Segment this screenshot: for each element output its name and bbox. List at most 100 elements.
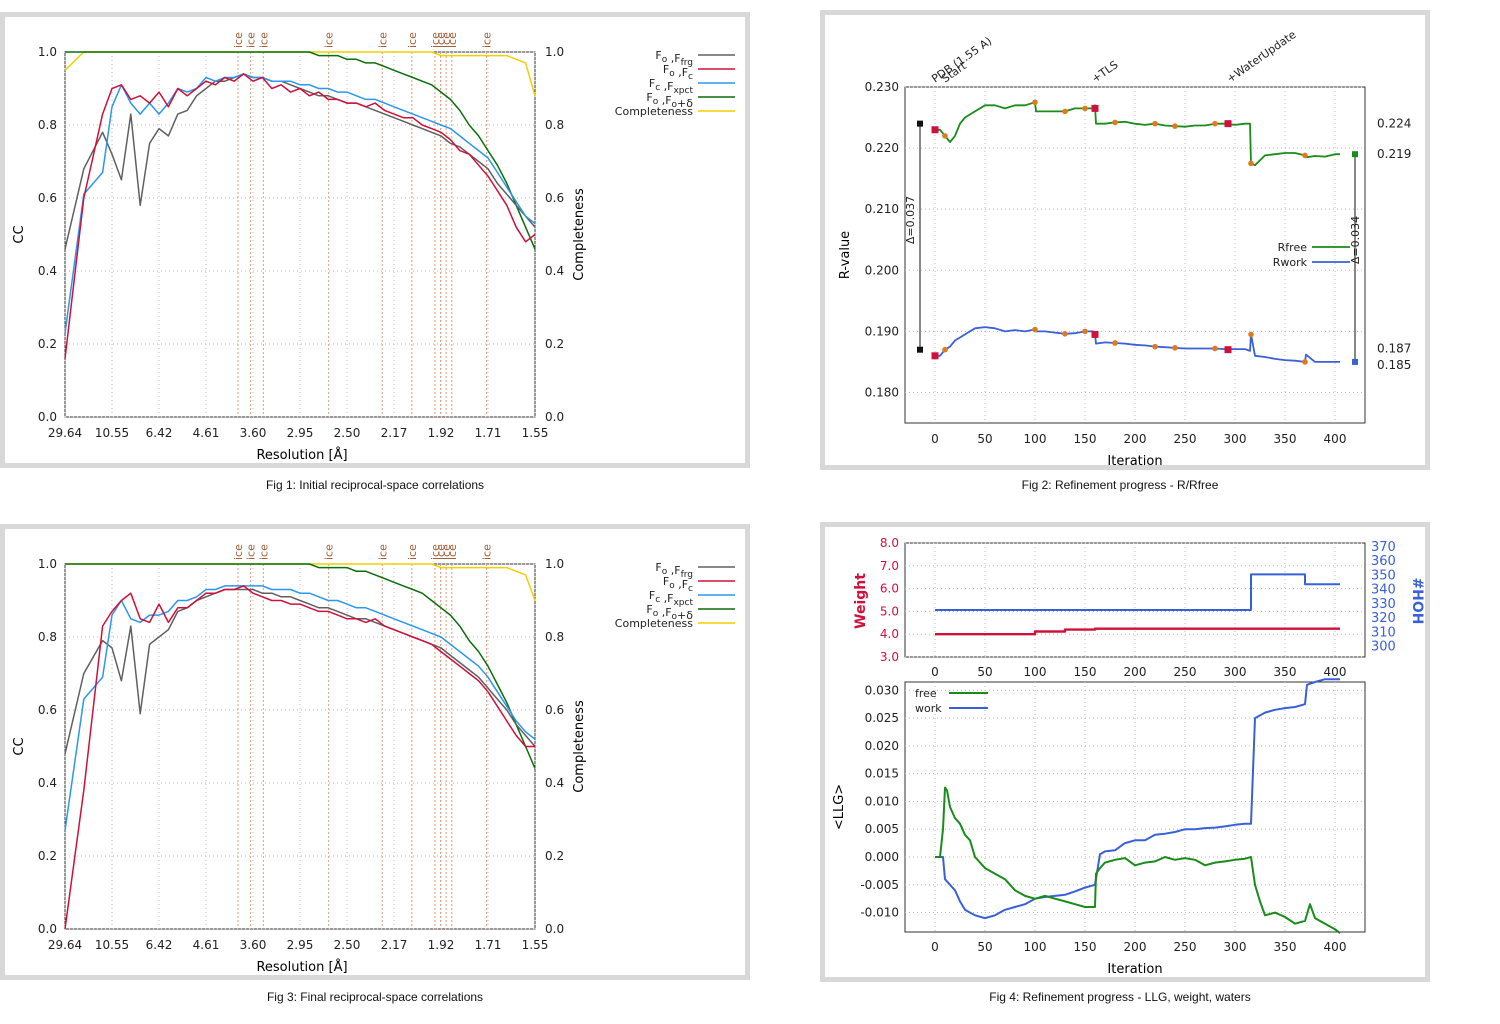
ice-ring-label: ice [481,544,494,560]
series-line-FoFc [64,585,535,930]
chart-fig2: 0 50 100 150 200 250 300 350 400 0.180 0.190 0.200 0… [838,28,1411,465]
rwork-marker [1172,345,1178,351]
series-line-Rfree [935,101,1340,167]
bottom-x-tick-label: 300 [1224,940,1247,954]
x-tick-label: 100 [1024,432,1047,446]
weight-axis-label: Weight [853,573,869,629]
y-tick-label: 0.180 [865,385,899,399]
ice-ring-label: ice [323,32,336,48]
bottom-x-tick-label: 400 [1324,940,1347,954]
rfree-marker [1112,119,1118,126]
y2-tick-label: 0.6 [545,703,564,717]
figure-panel-3: 29.64 10.55 6.42 4.61 3.60 2.95 2.50 2.17 1.92 1.… [0,524,750,980]
top-x-tick-label: 0 [931,665,939,679]
delta-right-label: Δ=0.034 [1349,216,1362,264]
llg-tick-label: 0.015 [865,767,899,781]
x-tick-label: 1.55 [522,938,549,952]
bottom-x-tick-label: 250 [1174,940,1197,954]
ice-ring-label: ice [446,544,459,560]
rwork-marker [1212,345,1218,352]
rfree-square-marker [931,126,939,134]
y-tick-label: 0.220 [865,141,899,155]
legend-label: Rwork [1273,256,1308,269]
weight-tick-label: 7.0 [880,559,899,573]
bottom-x-tick-label: 350 [1274,940,1297,954]
series-line-FoFod [65,563,536,769]
x-tick-label: 1.92 [428,938,455,952]
hoh-tick-label: 300 [1371,640,1396,655]
rfree-square-marker [1224,120,1232,128]
right-value-label: 0.224 [1377,117,1411,131]
figure-panel-4: 0 50 100 150 200 250 300 350 400 3.0 4.0 5.0 6.0 7.0 8… [820,522,1430,982]
ice-ring-label: ice [440,544,453,560]
start-rwork-marker [917,346,923,353]
y-tick-label: 0.6 [38,191,57,205]
ice-ring-label: ice [323,544,336,560]
ice-ring-label: ice [376,544,389,560]
y2-tick-label: 0.0 [545,922,564,936]
weight-line [935,627,1340,636]
ice-ring-label: ice [481,32,494,48]
series-line-FoFfrg [64,73,536,250]
x-tick-label: 1.71 [475,426,502,440]
x-tick-label: 10.55 [95,938,129,952]
y-tick-label: 0.0 [38,410,57,424]
rwork-marker [1062,331,1068,337]
right-value-label: 0.187 [1377,342,1411,356]
bottom-x-tick-label: 200 [1124,940,1147,954]
weight-tick-label: 6.0 [880,582,899,596]
top-x-tick-label: 350 [1274,665,1297,679]
y-tick-label: 0.200 [865,263,899,277]
ice-ring-label: ice [435,32,448,48]
hoh-line [935,573,1340,611]
hoh-tick-label: 360 [1371,554,1396,569]
ice-ring-label: ice [440,32,453,48]
chart-fig3: 29.64 10.55 6.42 4.61 3.60 2.95 2.50 2.17 1.92 1.… [12,544,735,975]
top-x-tick-label: 300 [1224,665,1247,679]
y2-tick-label: 0.8 [545,630,564,644]
series-line-FoFod [65,51,536,250]
llg-work-line [935,678,1340,920]
x-tick-label: 350 [1274,432,1297,446]
series-line-FcFxpct [64,585,536,831]
y-axis-label: R-value [838,231,853,279]
y2-tick-label: 0.4 [545,776,564,790]
rwork-marker [1152,343,1158,350]
x-axis-label: Iteration [1107,962,1162,977]
hoh-axis-label: #HOH [1409,577,1425,624]
legend-label: free [915,687,937,700]
rwork-square-marker [931,352,939,360]
y2-axis-label: Completeness [572,700,587,793]
y2-tick-label: 1.0 [545,557,564,571]
llg-tick-label: -0.010 [860,906,899,920]
x-tick-label: 1.92 [428,426,455,440]
rfree-marker [1172,123,1178,129]
rwork-square-marker [1224,346,1232,354]
ice-ring-label: ice [406,544,419,560]
weight-tick-label: 3.0 [880,650,899,664]
rfree-marker [1302,152,1308,159]
x-tick-label: 10.55 [95,426,129,440]
caption-fig2: Fig 2: Refinement progress - R/Rfree [1021,478,1219,492]
y2-axis-label: Completeness [572,188,587,281]
rfree-marker [942,133,948,139]
rfree-marker [1032,99,1038,106]
hoh-tick-label: 340 [1371,583,1396,598]
y-tick-label: 0.210 [865,202,899,216]
y-axis-label: CC [12,737,27,755]
x-tick-label: 3.60 [240,426,267,440]
y2-tick-label: 0.6 [545,191,564,205]
y-tick-label: 1.0 [38,557,57,571]
y-tick-label: 0.8 [38,630,57,644]
ice-ring-label: ice [429,32,442,48]
legend-label: Fo ,Ffrg [655,561,693,580]
legend-label: Fo ,Fo+δ [646,91,693,110]
weight-tick-label: 5.0 [880,604,899,618]
series-line-FcFxpct [64,73,536,334]
x-tick-label: 0 [931,432,939,446]
rwork-marker [1248,331,1254,338]
x-tick-label: 2.95 [287,426,314,440]
legend-label: Fo ,Ffrg [655,49,693,68]
y2-tick-label: 0.0 [545,410,564,424]
y-tick-label: 1.0 [38,45,57,59]
